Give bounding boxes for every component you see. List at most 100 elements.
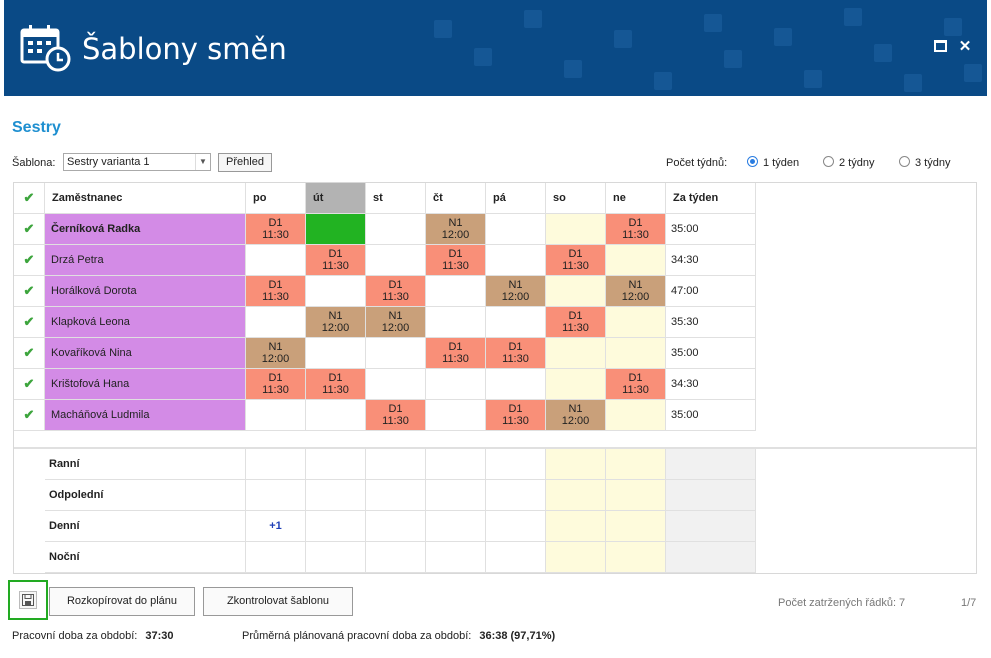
- employee-name[interactable]: Krištofová Hana: [45, 369, 246, 400]
- shift-cell[interactable]: [486, 245, 546, 276]
- summary-cell[interactable]: [486, 511, 546, 542]
- shift-cell[interactable]: [426, 307, 486, 338]
- header-check-icon[interactable]: ✔: [14, 183, 45, 214]
- shift-cell[interactable]: D1 11:30: [306, 369, 366, 400]
- close-icon[interactable]: ✕: [958, 38, 972, 55]
- shift-cell[interactable]: D1 11:30: [366, 276, 426, 307]
- row-check-icon[interactable]: ✔: [14, 307, 45, 338]
- copy-to-plan-button[interactable]: Rozkopírovat do plánu: [49, 587, 195, 616]
- shift-cell[interactable]: D1 11:30: [606, 214, 666, 245]
- shift-cell[interactable]: [546, 369, 606, 400]
- summary-cell[interactable]: [246, 449, 306, 480]
- summary-cell[interactable]: [366, 511, 426, 542]
- save-button[interactable]: [8, 580, 48, 620]
- shift-cell[interactable]: N1 12:00: [306, 307, 366, 338]
- shift-cell[interactable]: [606, 307, 666, 338]
- summary-cell[interactable]: [426, 480, 486, 511]
- summary-cell[interactable]: [426, 449, 486, 480]
- shift-cell[interactable]: [486, 369, 546, 400]
- summary-cell[interactable]: [606, 542, 666, 573]
- shift-cell[interactable]: [546, 214, 606, 245]
- summary-cell[interactable]: [306, 511, 366, 542]
- shift-cell[interactable]: [366, 245, 426, 276]
- employee-name[interactable]: Černíková Radka: [45, 214, 246, 245]
- shift-cell[interactable]: [246, 307, 306, 338]
- summary-cell[interactable]: [546, 449, 606, 480]
- shift-cell[interactable]: [366, 369, 426, 400]
- summary-cell[interactable]: [546, 511, 606, 542]
- summary-cell[interactable]: [246, 542, 306, 573]
- column-header[interactable]: st: [366, 183, 426, 214]
- row-check-icon[interactable]: ✔: [14, 338, 45, 369]
- shift-cell[interactable]: [246, 400, 306, 431]
- shift-cell[interactable]: D1 11:30: [306, 245, 366, 276]
- column-header[interactable]: ne: [606, 183, 666, 214]
- row-check-icon[interactable]: ✔: [14, 400, 45, 431]
- shift-cell[interactable]: N1 12:00: [246, 338, 306, 369]
- summary-cell[interactable]: [306, 480, 366, 511]
- shift-cell[interactable]: [306, 400, 366, 431]
- shift-cell[interactable]: D1 11:30: [246, 214, 306, 245]
- column-header[interactable]: pá: [486, 183, 546, 214]
- column-header[interactable]: út: [306, 183, 366, 214]
- column-header[interactable]: Za týden: [666, 183, 756, 214]
- radio-dot[interactable]: [747, 156, 758, 167]
- employee-name[interactable]: Drzá Petra: [45, 245, 246, 276]
- radio-dot[interactable]: [823, 156, 834, 167]
- row-check-icon[interactable]: ✔: [14, 369, 45, 400]
- row-check-icon[interactable]: ✔: [14, 245, 45, 276]
- row-check-icon[interactable]: ✔: [14, 276, 45, 307]
- shift-cell[interactable]: [306, 338, 366, 369]
- summary-cell[interactable]: [606, 449, 666, 480]
- shift-cell[interactable]: [546, 338, 606, 369]
- shift-cell[interactable]: [606, 338, 666, 369]
- employee-name[interactable]: Kovaříková Nina: [45, 338, 246, 369]
- shift-cell[interactable]: D1 11:30: [426, 245, 486, 276]
- check-template-button[interactable]: Zkontrolovat šablonu: [203, 587, 353, 616]
- shift-cell[interactable]: D1 11:30: [486, 338, 546, 369]
- summary-cell[interactable]: [546, 542, 606, 573]
- column-header[interactable]: čt: [426, 183, 486, 214]
- shift-cell[interactable]: [306, 214, 366, 245]
- shift-cell[interactable]: [426, 400, 486, 431]
- column-header[interactable]: so: [546, 183, 606, 214]
- shift-cell[interactable]: [366, 214, 426, 245]
- employee-name[interactable]: Macháňová Ludmila: [45, 400, 246, 431]
- summary-cell[interactable]: [366, 449, 426, 480]
- radio-dot[interactable]: [899, 156, 910, 167]
- summary-cell[interactable]: +1: [246, 511, 306, 542]
- shift-cell[interactable]: N1 12:00: [426, 214, 486, 245]
- shift-cell[interactable]: N1 12:00: [366, 307, 426, 338]
- row-check-icon[interactable]: ✔: [14, 214, 45, 245]
- shift-cell[interactable]: D1 11:30: [606, 369, 666, 400]
- shift-cell[interactable]: [486, 214, 546, 245]
- summary-cell[interactable]: [366, 542, 426, 573]
- shift-cell[interactable]: D1 11:30: [546, 307, 606, 338]
- summary-cell[interactable]: [546, 480, 606, 511]
- shift-cell[interactable]: D1 11:30: [546, 245, 606, 276]
- column-header[interactable]: Zaměstnanec: [45, 183, 246, 214]
- summary-cell[interactable]: [306, 449, 366, 480]
- summary-cell[interactable]: [426, 542, 486, 573]
- summary-cell[interactable]: [246, 480, 306, 511]
- summary-cell[interactable]: [606, 480, 666, 511]
- shift-cell[interactable]: D1 11:30: [486, 400, 546, 431]
- summary-cell[interactable]: [366, 480, 426, 511]
- summary-cell[interactable]: [486, 449, 546, 480]
- shift-cell[interactable]: [306, 276, 366, 307]
- summary-cell[interactable]: [606, 511, 666, 542]
- chevron-down-icon[interactable]: ▼: [195, 154, 210, 170]
- shift-cell[interactable]: [366, 338, 426, 369]
- employee-name[interactable]: Horálková Dorota: [45, 276, 246, 307]
- shift-cell[interactable]: N1 12:00: [486, 276, 546, 307]
- shift-cell[interactable]: [486, 307, 546, 338]
- overview-button[interactable]: Přehled: [218, 153, 272, 172]
- summary-cell[interactable]: [486, 542, 546, 573]
- summary-cell[interactable]: [306, 542, 366, 573]
- shift-cell[interactable]: [426, 276, 486, 307]
- template-select[interactable]: Sestry varianta 1 ▼: [63, 153, 211, 171]
- summary-cell[interactable]: [426, 511, 486, 542]
- employee-name[interactable]: Klapková Leona: [45, 307, 246, 338]
- shift-cell[interactable]: [546, 276, 606, 307]
- column-header[interactable]: po: [246, 183, 306, 214]
